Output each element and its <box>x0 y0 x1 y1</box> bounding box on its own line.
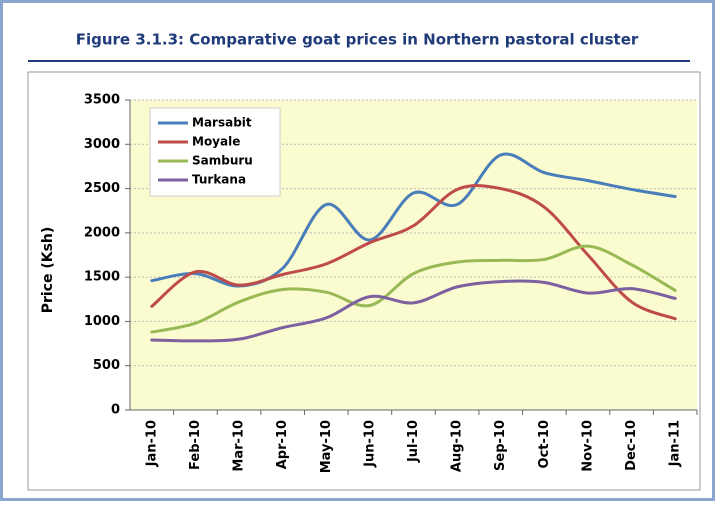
x-tick-label: Jul-10 <box>406 420 421 463</box>
x-tick-label: Sep-10 <box>493 420 508 471</box>
y-tick-label: 3000 <box>84 137 120 152</box>
y-tick-label: 1000 <box>84 314 120 329</box>
y-tick-label: 2000 <box>84 225 120 240</box>
y-tick-label: 500 <box>93 358 120 373</box>
legend-label: Marsabit <box>192 116 252 130</box>
y-tick-label: 2500 <box>84 181 120 196</box>
x-tick-label: Jun-10 <box>362 420 377 468</box>
x-tick-label: Mar-10 <box>232 420 247 472</box>
y-tick-label: 0 <box>111 403 120 418</box>
y-tick-label: 1500 <box>84 270 120 285</box>
series-line <box>150 184 677 321</box>
x-tick-label: Oct-10 <box>537 420 552 468</box>
x-tick-label: May-10 <box>319 420 334 473</box>
y-axis-label: Price (Ksh) <box>40 227 56 314</box>
x-tick-label: Jan-11 <box>668 420 683 467</box>
series-line <box>150 244 677 334</box>
x-tick-label: Jan-10 <box>144 420 159 467</box>
x-tick-label: Feb-10 <box>188 420 203 470</box>
series-line <box>150 279 677 343</box>
x-tick-label: Aug-10 <box>450 420 465 472</box>
legend-label: Moyale <box>192 135 240 149</box>
legend-label: Turkana <box>192 173 246 187</box>
x-tick-label: Apr-10 <box>275 420 290 469</box>
x-tick-label: Nov-10 <box>580 420 595 472</box>
x-tick-label: Dec-10 <box>624 420 639 471</box>
y-tick-label: 3500 <box>84 93 120 108</box>
chart-title: Figure 3.1.3: Comparative goat prices in… <box>76 31 639 49</box>
legend-label: Samburu <box>192 154 253 168</box>
